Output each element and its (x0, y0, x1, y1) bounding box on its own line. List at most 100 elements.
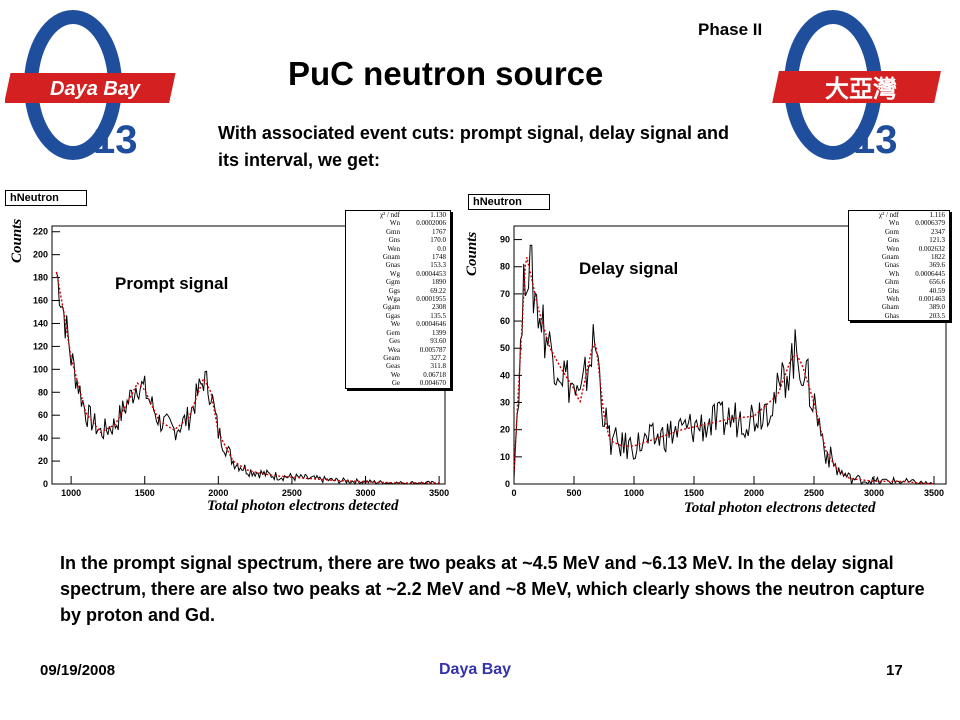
fit-stat-value: 0.005787 (419, 345, 446, 354)
fit-stat-value: 1890 (432, 278, 446, 287)
y-axis-label: Counts (464, 231, 480, 276)
fit-stat-row: Ggam 2308 (346, 303, 450, 311)
fit-stat-row: We 0.06718 (346, 371, 450, 379)
y-tick-label: 220 (33, 227, 48, 237)
chart-label: Prompt signal (115, 274, 229, 293)
y-tick-label: 100 (33, 364, 48, 374)
fit-stat-name: Wen (886, 244, 899, 253)
footer-date: 09/19/2008 (40, 662, 116, 679)
logo-subscript: 13 (853, 118, 898, 162)
histogram-title: hNeutron (5, 190, 87, 206)
fit-stat-value: 1.116 (929, 211, 946, 219)
fit-stat-row: Gem 1399 (346, 329, 450, 337)
fit-stat-row: Gnas 153.3 (346, 261, 450, 269)
fit-stat-value: 153.3 (430, 261, 446, 270)
delay-signal-chart: 0 10 20 30 40 50 60 70 80 90 0 500 1000 1500 2000 2500 3… (500, 225, 947, 498)
fit-stat-row: Ge 0.004670 (346, 379, 450, 387)
fit-stat-row: Wh 0.0006445 (849, 270, 949, 278)
fit-stat-value: 0.0002006 (416, 219, 446, 228)
fit-stat-row: Wen 0.002632 (849, 245, 949, 253)
x-tick-label: 2500 (282, 488, 302, 498)
fit-stat-value: 1822 (931, 253, 945, 262)
fit-stat-name: Wga (386, 295, 400, 304)
fit-stat-row: χ² / ndf 1.130 (346, 211, 450, 219)
fit-stat-name: Gmn (386, 227, 400, 236)
fit-stat-value: 1399 (432, 328, 446, 337)
data-series (513, 244, 934, 486)
fit-stat-name: Gnas (385, 261, 400, 270)
fit-stat-value: 0.0004453 (416, 269, 446, 278)
fit-stat-row: Weh 0.001463 (849, 295, 949, 303)
fit-stat-value: 170.0 (430, 236, 446, 245)
y-tick-label: 60 (500, 316, 510, 326)
fit-stat-name: Wh (888, 269, 899, 278)
fit-stat-row: Ggas 135.5 (346, 312, 450, 320)
x-tick-label: 2000 (208, 488, 228, 498)
subtitle: With associated event cuts: prompt signa… (218, 123, 729, 170)
fit-stat-row: We 0.0004646 (346, 320, 450, 328)
fit-stat-row: Wea 0.005787 (346, 346, 450, 354)
x-tick-label: 500 (566, 488, 581, 498)
daya-bay-logo-right: 大亞灣 13 (765, 5, 955, 165)
fit-stat-name: Weh (886, 295, 899, 304)
y-tick-label: 30 (500, 398, 510, 408)
x-tick-label: 3500 (924, 488, 944, 498)
fit-stats-box: χ² / ndf 1.116 Wn 0.0006379 Gnm 2347 Gns 121.3 W… (848, 210, 950, 322)
fit-stat-name: Gem (386, 328, 400, 337)
fit-stat-value: 311.8 (430, 362, 447, 371)
y-tick-label: 200 (33, 250, 48, 260)
y-tick-label: 0 (43, 479, 48, 489)
footer-center-label: Daya Bay (439, 661, 512, 678)
page-title: PuC neutron source (288, 55, 604, 92)
fit-stat-name: Geam (383, 353, 400, 362)
y-tick-label: 140 (33, 318, 48, 328)
y-tick-label: 20 (500, 425, 510, 435)
fit-stat-name: χ² / ndf (879, 211, 899, 219)
fit-stat-row: Ggs 69.22 (346, 287, 450, 295)
fit-stat-name: Wen (387, 244, 400, 253)
x-tick-label: 1500 (135, 488, 155, 498)
x-tick-label: 1000 (61, 488, 81, 498)
y-tick-label: 60 (38, 410, 48, 420)
x-axis-label: Total photon electrons detected (207, 498, 399, 514)
x-tick-label: 2500 (804, 488, 824, 498)
fit-stat-name: Gns (887, 236, 899, 245)
fit-stat-value: 0.002632 (918, 244, 945, 253)
fit-stat-row: Gnam 1822 (849, 253, 949, 261)
fit-stat-row: Ggm 1890 (346, 278, 450, 286)
fit-stat-name: Ghs (887, 286, 899, 295)
y-tick-label: 80 (38, 387, 48, 397)
fit-stat-row: Gns 121.3 (849, 236, 949, 244)
fit-stat-name: Gham (881, 303, 899, 312)
fit-stat-name: Wn (888, 219, 899, 228)
fit-stat-name: Wn (389, 219, 400, 228)
fit-stat-name: Gnam (881, 253, 899, 262)
fit-stat-name: Ggm (386, 278, 400, 287)
plot-frame (513, 225, 947, 485)
y-tick-label: 70 (500, 289, 510, 299)
logo-subscript: 13 (93, 118, 138, 162)
fit-stat-value: 2347 (931, 227, 945, 236)
logo-brand-text: Daya Bay (50, 78, 141, 100)
fit-stat-name: Ghas (884, 311, 899, 320)
fit-stat-value: 327.2 (430, 353, 446, 362)
y-tick-label: 120 (33, 341, 48, 351)
fit-stat-row: Wga 0.0001955 (346, 295, 450, 303)
fit-stat-value: 389.0 (929, 303, 945, 312)
fit-curve (513, 257, 935, 485)
fit-stat-row: Gham 389.0 (849, 303, 949, 311)
fit-stat-value: 135.5 (430, 311, 446, 320)
y-tick-label: 20 (38, 456, 48, 466)
fit-stat-row: Gnm 2347 (849, 228, 949, 236)
x-tick-label: 3000 (864, 488, 884, 498)
fit-stat-name: Gnam (382, 253, 400, 262)
x-tick-label: 2000 (744, 488, 764, 498)
fit-stat-row: Gns 170.0 (346, 236, 450, 244)
y-axis-label: Counts (9, 218, 25, 263)
fit-stat-name: Ghm (885, 278, 899, 287)
fit-stat-name: Ges (389, 337, 400, 346)
y-tick-label: 10 (500, 452, 510, 462)
fit-stat-name: Geas (386, 362, 400, 371)
fit-stat-name: Ggas (385, 311, 400, 320)
y-tick-label: 40 (500, 370, 510, 380)
